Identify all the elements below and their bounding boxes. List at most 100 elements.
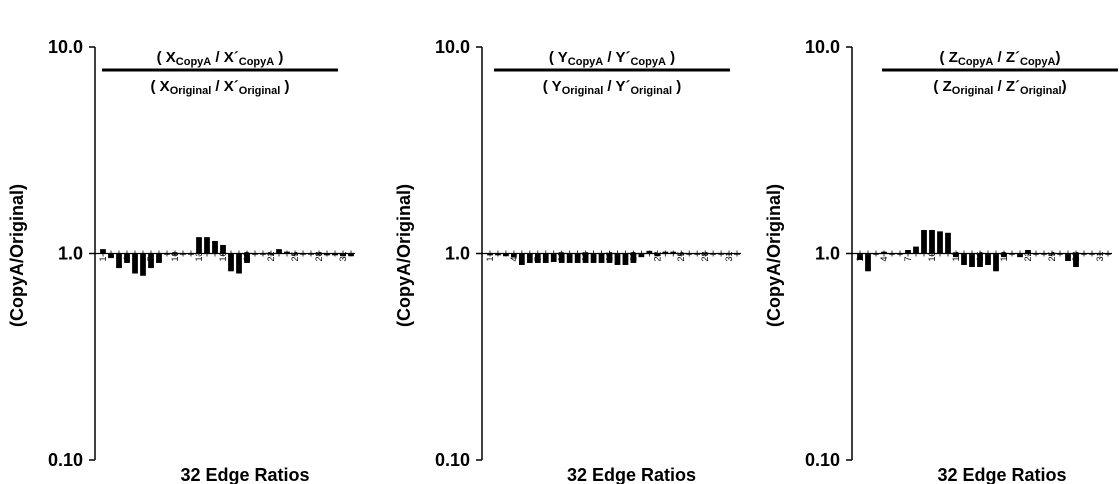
y-tick-label: 0.10 xyxy=(805,450,840,470)
bar xyxy=(542,253,549,263)
bar xyxy=(1065,253,1071,261)
bar xyxy=(929,229,935,254)
x-tick-label: 22 xyxy=(1023,251,1033,261)
y-tick-label: 1.0 xyxy=(815,244,840,264)
x-tick-label: 19 xyxy=(242,251,252,261)
bar xyxy=(212,240,218,254)
bar xyxy=(865,253,871,272)
bar xyxy=(598,253,605,263)
fraction-denominator: ( YOriginal / Y´Original ) xyxy=(543,78,681,97)
bar xyxy=(921,229,927,254)
bar xyxy=(132,253,138,274)
bar xyxy=(204,237,210,254)
x-tick-label: 10 xyxy=(557,251,567,261)
x-tick-label: 4 xyxy=(879,256,889,261)
chart-panel-2: 10.0 1.0 0.10 (CopyA/Original) 1 4 7 10 13 16 19 22… xyxy=(394,37,741,484)
bar xyxy=(236,253,242,274)
bar xyxy=(993,253,999,272)
y-axis-label: (CopyA/Original) xyxy=(394,184,414,327)
bar xyxy=(590,253,597,263)
y-axis-label: (CopyA/Original) xyxy=(7,184,27,327)
y-tick-label: 0.10 xyxy=(435,450,470,470)
ratio-fraction: ( ZCopyA / Z´CopyA) ( ZOriginal / Z´Origi… xyxy=(882,49,1118,97)
bar xyxy=(534,253,541,263)
ratio-fraction: ( YCopyA / Y´CopyA ) ( YOriginal / Y´Orig… xyxy=(494,49,730,97)
bar xyxy=(606,253,613,263)
x-tick-label: 7 xyxy=(533,256,543,261)
bar xyxy=(574,253,581,263)
bar xyxy=(526,253,533,263)
x-tick-label: 31 xyxy=(1095,251,1105,261)
x-tick-label: 16 xyxy=(605,251,615,261)
bar xyxy=(937,231,943,254)
x-tick-label: 13 xyxy=(581,251,591,261)
bar xyxy=(148,253,154,269)
y-axis-label: (CopyA/Original) xyxy=(764,184,784,327)
x-tick-label: 13 xyxy=(951,251,961,261)
bar xyxy=(961,253,967,265)
x-tick-label: 22 xyxy=(266,251,276,261)
bar xyxy=(566,253,573,263)
x-tick-label: 10 xyxy=(170,251,180,261)
x-tick-label: 25 xyxy=(290,251,300,261)
bar xyxy=(977,253,983,268)
chart-panel-1: 10.0 1.0 0.10 (CopyA/Original) 1 4 7 10 13 16 19 22… xyxy=(7,37,355,484)
bar xyxy=(630,253,637,263)
bar xyxy=(220,244,226,254)
x-axis-label: 32 Edge Ratios xyxy=(937,465,1066,484)
bar xyxy=(518,253,525,265)
x-tick-label: 19 xyxy=(628,251,638,261)
bar xyxy=(1073,253,1079,268)
y-tick-label: 10.0 xyxy=(48,37,83,57)
bar xyxy=(913,246,919,254)
x-axis-label: 32 Edge Ratios xyxy=(180,465,309,484)
x-tick-label: 16 xyxy=(218,251,228,261)
x-tick-label: 10 xyxy=(927,251,937,261)
bar xyxy=(156,253,162,263)
fraction-numerator: ( ZCopyA / Z´CopyA) xyxy=(940,49,1061,68)
y-tick-label: 1.0 xyxy=(445,244,470,264)
x-tick-label: 28 xyxy=(1071,251,1081,261)
x-tick-label: 4 xyxy=(122,256,132,261)
x-tick-label: 28 xyxy=(700,251,710,261)
ratio-fraction: ( XCopyA / X´CopyA ) ( XOriginal / X´Orig… xyxy=(102,49,338,97)
bar xyxy=(969,253,975,268)
x-tick-label: 31 xyxy=(724,251,734,261)
bar xyxy=(857,253,863,261)
fraction-denominator: ( ZOriginal / Z´Original) xyxy=(933,78,1066,97)
chart-panel-3: 10.0 1.0 0.10 (CopyA/Original) 1 4 7 10 13 16 19 22… xyxy=(764,37,1118,484)
x-tick-label: 4 xyxy=(509,256,519,261)
bar xyxy=(124,253,130,263)
fraction-numerator: ( XCopyA / X´CopyA ) xyxy=(157,49,284,68)
bar xyxy=(582,253,589,263)
x-axis-label: 32 Edge Ratios xyxy=(567,465,696,484)
bar xyxy=(945,232,951,254)
x-tick-label: 1 xyxy=(98,256,108,261)
x-tick-label: 31 xyxy=(338,251,348,261)
fraction-numerator: ( YCopyA / Y´CopyA ) xyxy=(549,49,675,68)
x-tick-label: 1 xyxy=(485,256,495,261)
bar xyxy=(140,253,146,276)
bar xyxy=(558,253,565,263)
x-tick-label: 22 xyxy=(652,251,662,261)
bar xyxy=(614,253,621,265)
bar xyxy=(116,253,122,269)
x-tick-label: 7 xyxy=(903,256,913,261)
fraction-denominator: ( XOriginal / X´Original ) xyxy=(151,78,290,97)
x-tick-label: 28 xyxy=(314,251,324,261)
bar xyxy=(244,253,250,263)
bar xyxy=(196,237,202,254)
y-tick-label: 0.10 xyxy=(48,450,83,470)
x-tick-label: 25 xyxy=(1047,251,1057,261)
x-tick-label: 25 xyxy=(676,251,686,261)
x-tick-label: 19 xyxy=(999,251,1009,261)
x-tick-label: 16 xyxy=(975,251,985,261)
y-tick-label: 10.0 xyxy=(435,37,470,57)
bar xyxy=(550,253,557,262)
x-tick-label: 13 xyxy=(194,251,204,261)
bar xyxy=(228,253,234,272)
y-tick-label: 10.0 xyxy=(805,37,840,57)
x-tick-label: 1 xyxy=(855,256,865,261)
bar xyxy=(622,253,629,265)
